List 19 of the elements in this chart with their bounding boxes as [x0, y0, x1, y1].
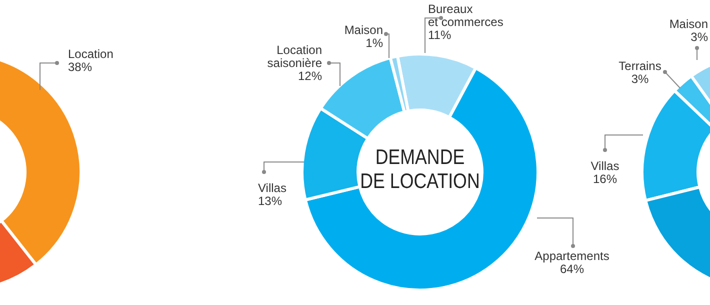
data-label: 64%: [560, 262, 584, 276]
data-label: 13%: [258, 194, 282, 208]
slice-label: Maison: [669, 17, 708, 31]
slice-label: Maison: [344, 23, 383, 37]
slice-label: Villas: [258, 181, 286, 195]
data-label: 1%: [366, 36, 383, 50]
slice-label: Terrains: [618, 59, 662, 73]
slice-label: Location saisonière: [267, 43, 322, 70]
data-label: 3%: [690, 30, 708, 44]
slice-label: Location: [68, 47, 114, 61]
text: DEMANDE DE LOCATION: [359, 146, 481, 194]
data-label: 16%: [592, 172, 618, 186]
slice-label: Villas: [590, 159, 620, 173]
slice-label: Appartements: [534, 249, 610, 263]
data-label: 3%: [631, 72, 649, 86]
data-label: 12%: [298, 69, 322, 83]
data-label: 11%: [428, 28, 452, 42]
slice-label: Bureaux et commerces: [428, 2, 504, 29]
data-label: 38%: [68, 60, 92, 74]
